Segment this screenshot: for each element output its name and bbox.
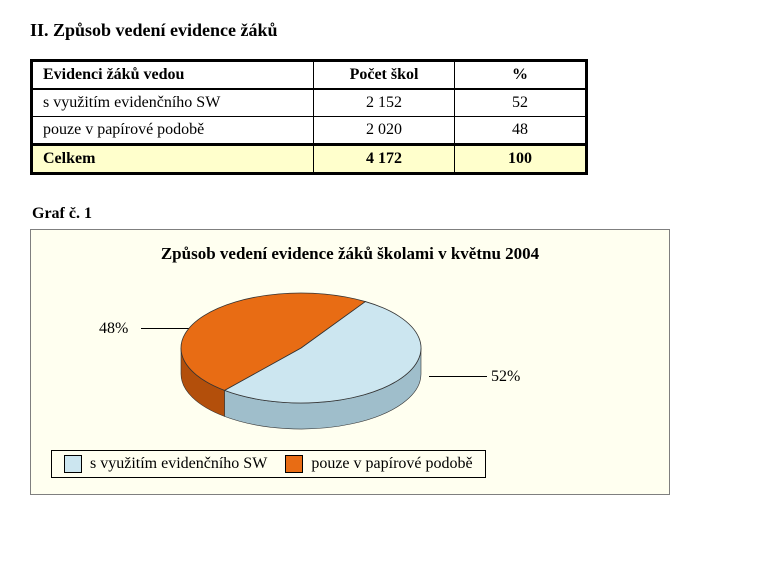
col-header-label: Evidenci žáků vedou xyxy=(32,61,314,90)
legend-swatch xyxy=(64,455,82,473)
cell-count: 2 152 xyxy=(314,89,455,117)
legend-item: s využitím evidenčního SW xyxy=(64,455,267,473)
section-title: II. Způsob vedení evidence žáků xyxy=(30,20,729,41)
leader-line xyxy=(429,376,487,377)
table-total-row: Celkem 4 172 100 xyxy=(32,145,587,174)
col-header-count: Počet škol xyxy=(314,61,455,90)
evidence-table: Evidenci žáků vedou Počet škol % s využi… xyxy=(30,59,588,175)
pie-chart: 48% 52% xyxy=(51,278,651,438)
cell-label: pouze v papírové podobě xyxy=(32,117,314,145)
cell-pct: 52 xyxy=(455,89,587,117)
legend-swatch xyxy=(285,455,303,473)
cell-total-count: 4 172 xyxy=(314,145,455,174)
chart-legend: s využitím evidenčního SW pouze v papíro… xyxy=(51,450,486,478)
table-row: pouze v papírové podobě 2 020 48 xyxy=(32,117,587,145)
col-header-pct: % xyxy=(455,61,587,90)
pie-svg xyxy=(161,278,441,438)
chart-number-label: Graf č. 1 xyxy=(32,205,729,223)
chart-container: Způsob vedení evidence žáků školami v kv… xyxy=(30,229,670,495)
slice-label-left: 48% xyxy=(99,320,128,338)
cell-pct: 48 xyxy=(455,117,587,145)
legend-label: s využitím evidenčního SW xyxy=(90,455,267,473)
cell-label: s využitím evidenčního SW xyxy=(32,89,314,117)
slice-label-right: 52% xyxy=(491,368,520,386)
table-row: s využitím evidenčního SW 2 152 52 xyxy=(32,89,587,117)
cell-count: 2 020 xyxy=(314,117,455,145)
chart-title: Způsob vedení evidence žáků školami v kv… xyxy=(51,244,649,264)
legend-item: pouze v papírové podobě xyxy=(285,455,472,473)
cell-total-pct: 100 xyxy=(455,145,587,174)
cell-total-label: Celkem xyxy=(32,145,314,174)
legend-label: pouze v papírové podobě xyxy=(311,455,472,473)
